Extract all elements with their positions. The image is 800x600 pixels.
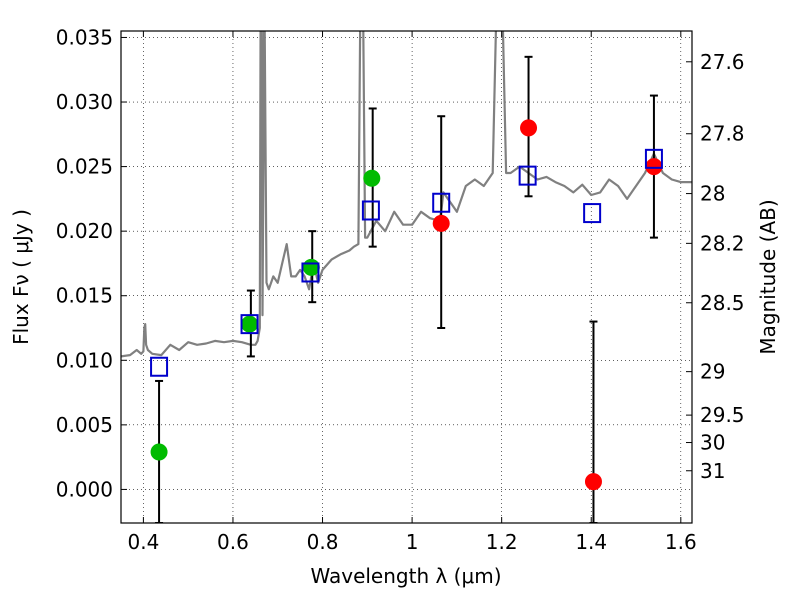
data-point <box>432 214 450 232</box>
data-point <box>363 169 381 187</box>
y-axis-title: Flux Fν ( μJy ) <box>9 209 33 345</box>
y-tick-label: 0.015 <box>56 284 113 308</box>
x-axis-title: Wavelength λ (μm) <box>310 564 501 588</box>
y-tick-label: 0.005 <box>56 413 113 437</box>
y-tick-label: 0.010 <box>56 348 113 372</box>
data-point <box>520 119 538 137</box>
x-tick-label: 1.2 <box>486 530 518 554</box>
mag-tick-label: 29 <box>700 360 725 384</box>
mag-tick-label: 27.8 <box>700 122 745 146</box>
mag-tick-label: 31 <box>700 459 725 483</box>
y-tick-label: 0.035 <box>56 25 113 49</box>
data-square <box>301 262 320 283</box>
mag-tick-label: 28.2 <box>700 231 745 255</box>
spectrum <box>121 31 692 358</box>
y-tick-label: 0.030 <box>56 90 113 114</box>
mag-tick-label: 27.6 <box>700 50 745 74</box>
data-square <box>583 203 602 224</box>
y-tick-label: 0.025 <box>56 155 113 179</box>
mag-tick-label: 30 <box>700 431 725 455</box>
data-square <box>432 192 451 213</box>
data-square <box>361 200 380 221</box>
x-tick-label: 0.8 <box>307 530 339 554</box>
data-point <box>302 258 320 276</box>
data-point <box>241 315 259 333</box>
mag-tick-label: 28 <box>700 182 725 206</box>
ticks: 0.4 0.6 0.8 1 1.2 1.4 1.6 0.000 0.005 0.010 0.015 0… <box>56 25 745 554</box>
x-tick-label: 1.6 <box>665 530 697 554</box>
data-point <box>645 158 663 176</box>
plot-frame <box>120 30 693 524</box>
data-point <box>584 473 602 491</box>
data-square <box>150 356 169 377</box>
markers <box>150 119 663 491</box>
x-tick-label: 0.4 <box>127 530 159 554</box>
data-square <box>644 148 663 169</box>
spectrum-line <box>121 31 692 358</box>
y-tick-label: 0.000 <box>56 477 113 501</box>
y2-axis-title: Magnitude (AB) <box>756 199 780 354</box>
x-tick-label: 1.4 <box>575 530 607 554</box>
data-point <box>150 443 168 461</box>
mag-tick-label: 29.5 <box>700 403 745 427</box>
y-tick-label: 0.020 <box>56 219 113 243</box>
data-square <box>240 314 259 335</box>
data-square <box>518 165 537 186</box>
plot-background <box>121 31 692 523</box>
x-tick-label: 1 <box>406 530 419 554</box>
x-tick-label: 0.6 <box>217 530 249 554</box>
mag-tick-label: 28.5 <box>700 291 745 315</box>
